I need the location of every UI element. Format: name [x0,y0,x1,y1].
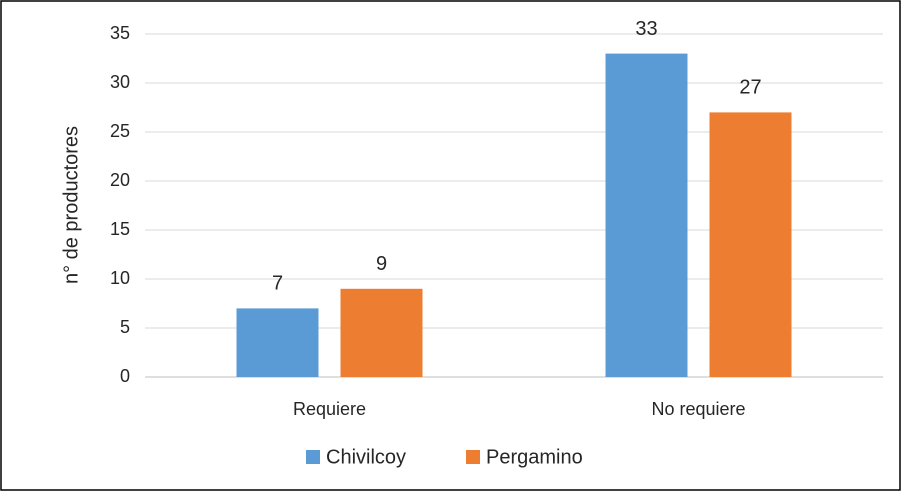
y-tick-label: 25 [110,121,130,141]
legend-label: Chivilcoy [326,446,406,468]
x-tick-label: Requiere [293,399,366,419]
data-label: 9 [376,253,387,275]
bar [605,53,688,377]
data-label: 7 [272,273,283,295]
y-tick-label: 35 [110,23,130,43]
x-tick-label: No requiere [651,399,745,419]
data-label: 27 [739,77,761,99]
bar [340,288,423,377]
bar [709,112,792,378]
y-tick-label: 30 [110,72,130,92]
legend-label: Pergamino [486,446,583,468]
legend-swatch [306,450,320,464]
data-label: 33 [635,18,657,40]
y-tick-label: 0 [120,366,130,386]
y-tick-label: 15 [110,219,130,239]
legend-swatch [466,450,480,464]
y-tick-label: 5 [120,317,130,337]
y-axis-label: n° de productores [60,126,82,284]
y-tick-label: 10 [110,268,130,288]
y-tick-label: 20 [110,170,130,190]
bar [236,308,319,377]
